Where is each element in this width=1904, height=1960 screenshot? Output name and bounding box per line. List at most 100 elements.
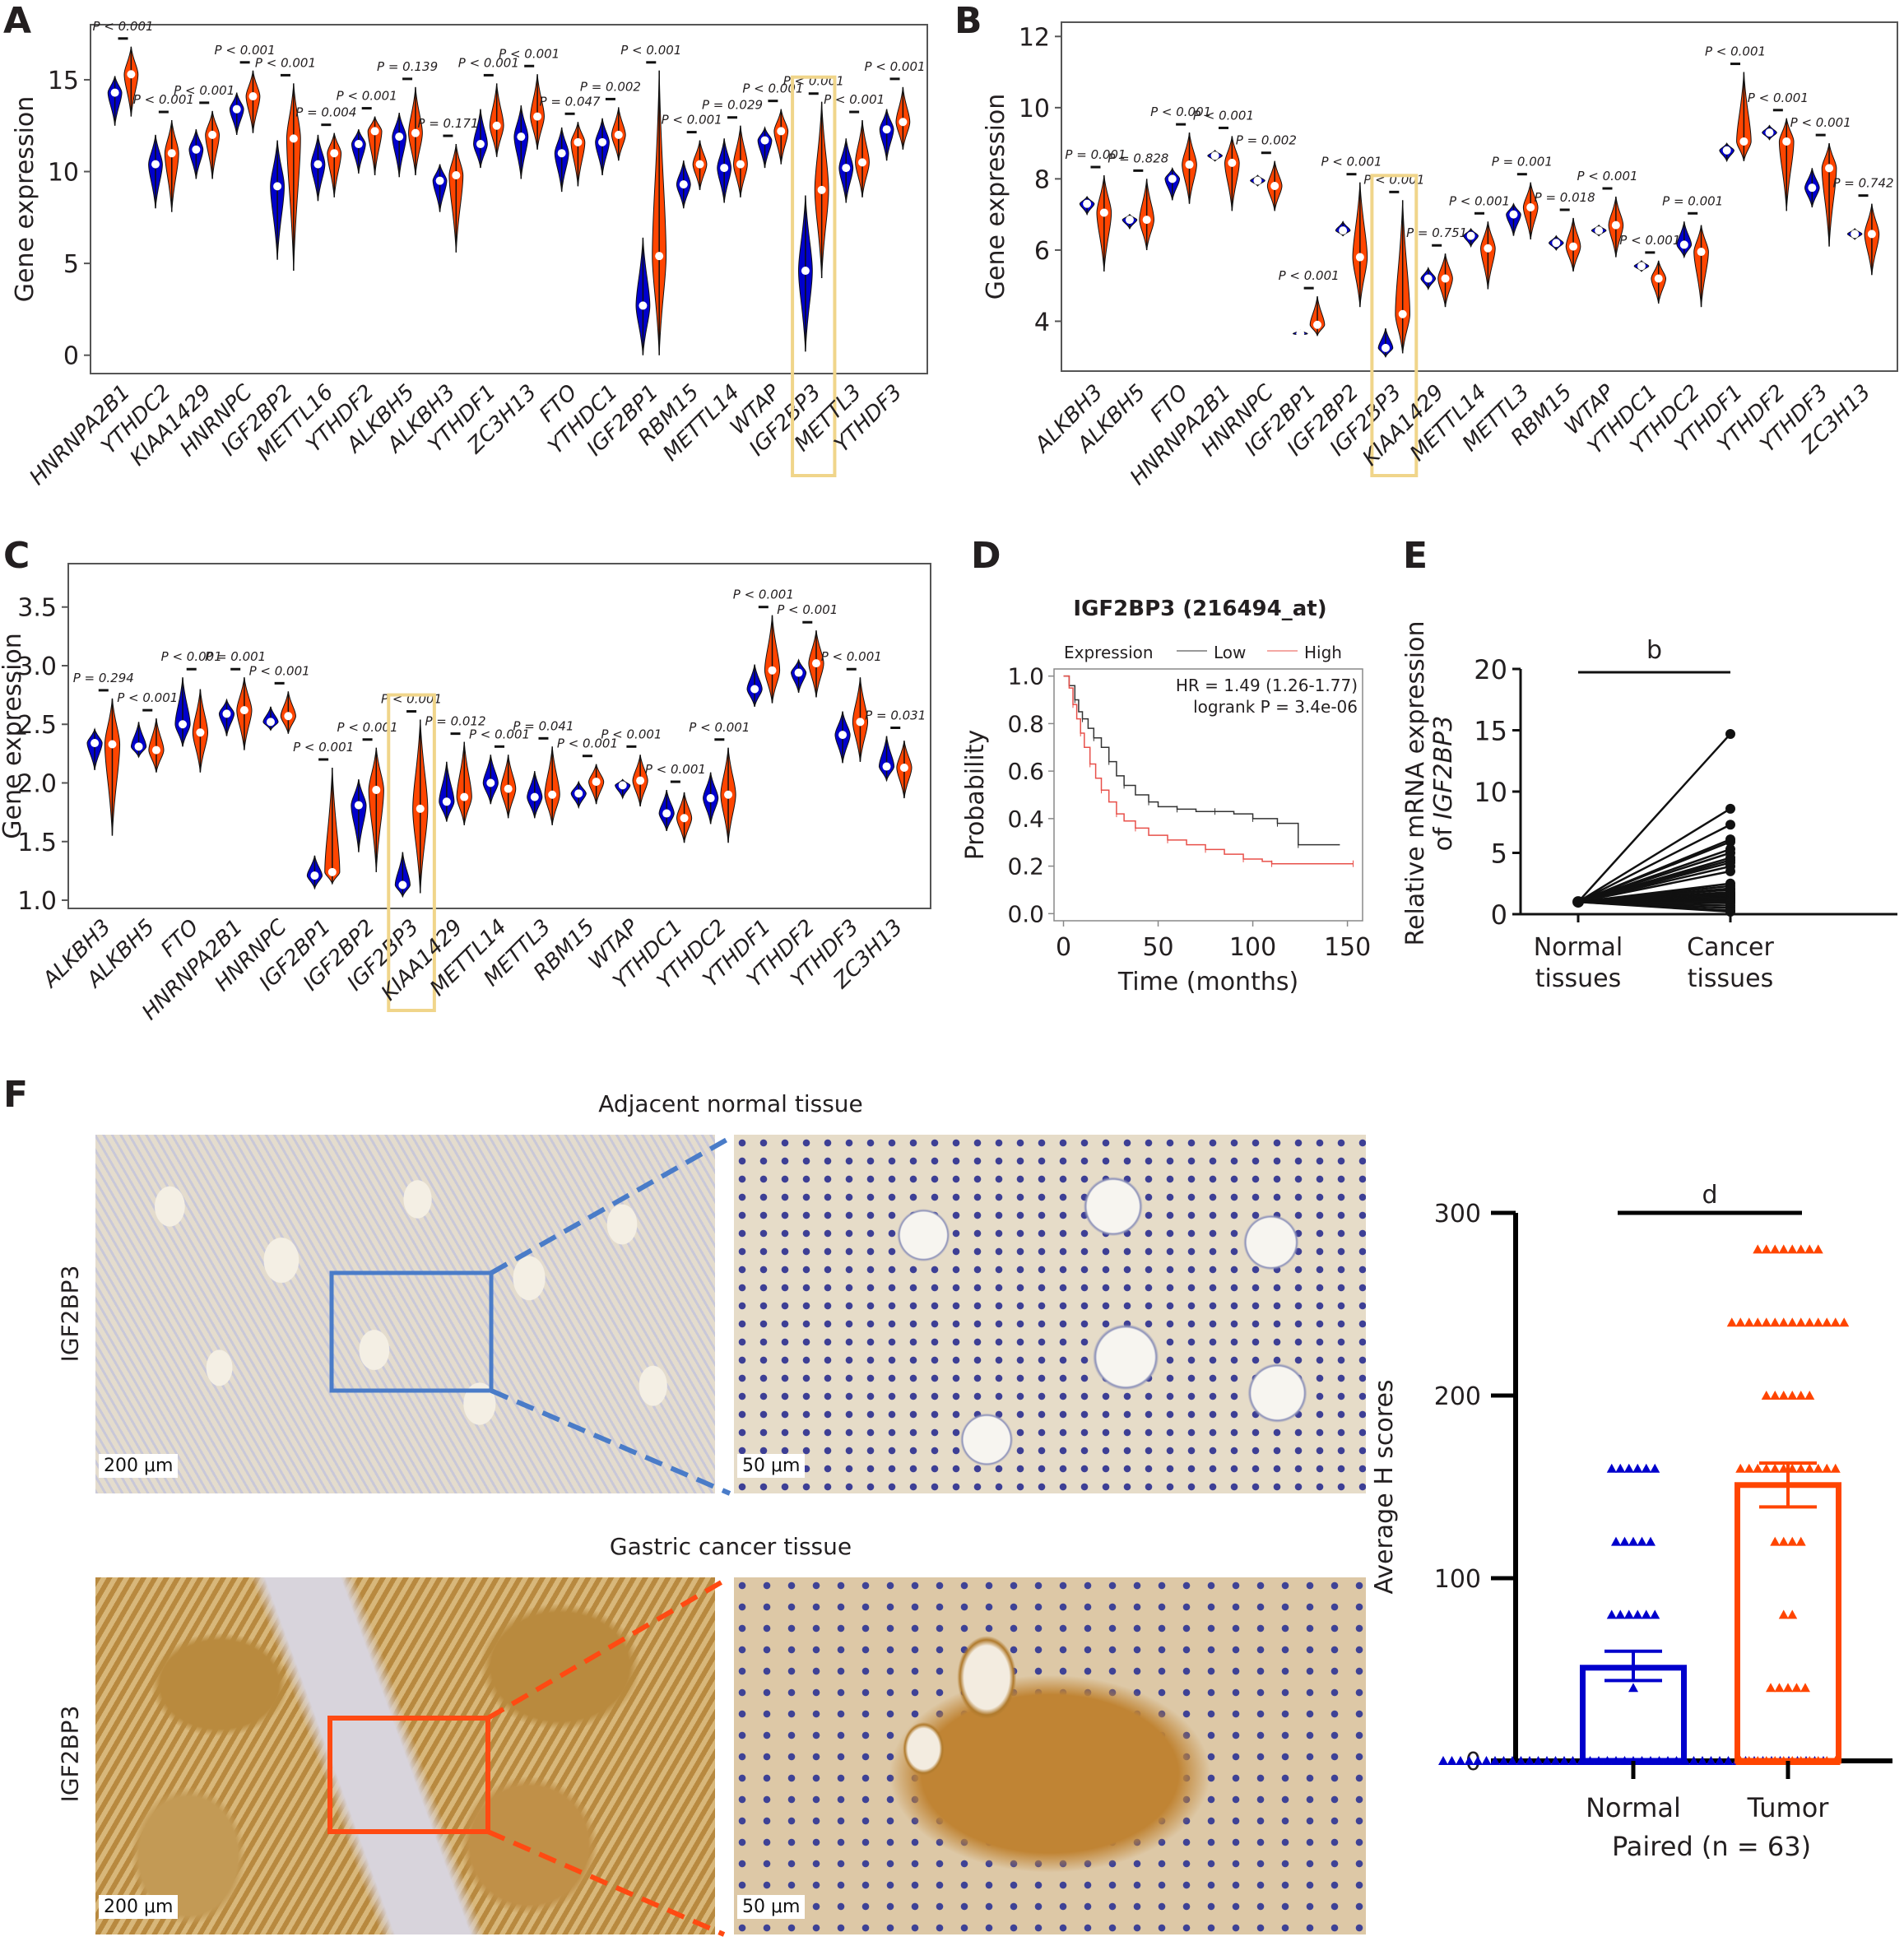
hscore-point [1646,1536,1656,1546]
hscore-point [1787,1317,1798,1327]
violin-tumor-median [411,128,420,137]
pvalue-label: P < 0.001 [601,727,662,741]
y-axis-label: Relative mRNA expression [1401,621,1430,946]
violin-normal-median [476,140,485,149]
significance-label: b [1646,636,1662,665]
violin-normal-median [354,801,363,810]
y-tick-label: 5 [63,250,79,279]
bar-tumor [1734,1482,1841,1764]
hscore-point [1650,1609,1660,1619]
x-axis-label: Time (months) [1117,968,1298,996]
paired-line [1577,900,1731,913]
panel-label-f: F [3,1074,29,1116]
hscore-point [1542,1756,1552,1765]
cancer-point [1725,837,1735,848]
y-tick-label: 8 [1034,165,1050,194]
violin-tumor-median [372,786,381,795]
pvalue-label: P = 0.029 [702,98,763,113]
hscore-point [1641,1463,1651,1473]
y-axis-label: Probability [961,730,990,861]
hscore-point [1567,1756,1578,1765]
hscore-point [1663,1756,1673,1765]
y-axis-label-line2: of IGF2BP3 [1429,716,1458,852]
violin-normal-median [530,792,539,801]
violin-tumor-median [1654,274,1663,283]
hscore-point [1723,1756,1734,1765]
violin-normal-median [266,718,275,727]
hscore-point [1646,1756,1656,1765]
panel-label-b: B [954,0,982,42]
hscore-point [1637,1756,1647,1765]
hscore-point [1753,1317,1763,1327]
hscore-point [1761,1391,1772,1400]
violin-tumor-median [151,745,160,755]
y-tick-label: 20 [1474,654,1507,685]
hscore-point [1533,1756,1544,1765]
pvalue-label: P < 0.001 [117,690,178,705]
violin-tumor-median [248,92,258,101]
hscore-point [1830,1463,1841,1473]
hscore-point [1623,1463,1634,1473]
y-tick-label: 300 [1434,1200,1481,1228]
pvalue-label: P < 0.001 [293,740,354,755]
y-tick-label: 200 [1434,1382,1481,1411]
violin-normal-median [1296,329,1305,338]
hscore-point [1735,1317,1746,1327]
y-tick-label: 1.5 [17,829,57,857]
hscore-point [1804,1317,1815,1327]
y-tick-label: 10 [1019,95,1050,123]
hscore-point [1735,1463,1746,1473]
hscore-point [1611,1756,1621,1765]
hscore-point [1770,1463,1781,1473]
hscore-point [1795,1756,1806,1765]
violin-normal-median [232,105,241,114]
y-axis-label: Gene expression [982,94,1010,300]
violin-tumor-median [167,149,176,158]
violin-normal-median [882,762,891,771]
violin-normal-median [354,140,363,149]
hscore-point [1770,1536,1781,1546]
violin-normal-median [1466,231,1475,240]
pvalue-label: P = 0.047 [540,94,601,109]
violin-tumor-median [460,792,469,801]
x-tick-label-line1: Normal [1534,933,1623,962]
violin-tumor-median [858,158,867,167]
hscore-point [1550,1756,1561,1765]
pvalue-label: P < 0.001 [499,46,560,61]
violin-tumor-median [127,70,136,79]
hscore-point [1778,1536,1789,1546]
pvalue-label: P = 0.139 [377,59,438,74]
violin-normal-median [192,145,201,154]
x-tick-label-line2: tissues [1535,964,1621,993]
km-hr-annotation: HR = 1.49 (1.26-1.77) [1176,676,1358,695]
hscore-point [1706,1756,1716,1765]
hscore-point [1778,1391,1789,1400]
hscore-point [1770,1244,1781,1254]
pvalue-label: P < 0.001 [689,720,750,735]
pvalue-label: P = 0.002 [580,79,641,94]
hscore-point [1650,1463,1660,1473]
violin-tumor-median [504,784,513,793]
pvalue-label: P < 0.001 [1279,268,1340,283]
hscore-point [1753,1244,1763,1254]
pvalue-label: P = 0.004 [295,105,356,120]
pvalue-label: P < 0.001 [1193,108,1254,123]
hscore-point [1787,1463,1798,1473]
hscore-point [1791,1683,1802,1693]
hscore-point [1632,1609,1643,1619]
panel-c-frame [67,563,931,909]
hscore-point [1464,1756,1474,1765]
hscore-point [1606,1463,1617,1473]
normal-tissue-lowmag-image [95,1135,715,1493]
pvalue-label: P = 0.018 [1535,190,1595,205]
violin-normal-median [794,668,803,677]
violin-tumor-median [1228,158,1237,167]
hscore-point [1641,1609,1651,1619]
violin-tumor-median [811,659,820,668]
panel-label-e: E [1403,535,1428,577]
violin-tumor-median [1782,137,1791,146]
hscore-point [1481,1756,1492,1765]
violin-tumor-median [533,112,542,121]
y-tick-label: 0 [63,342,79,371]
